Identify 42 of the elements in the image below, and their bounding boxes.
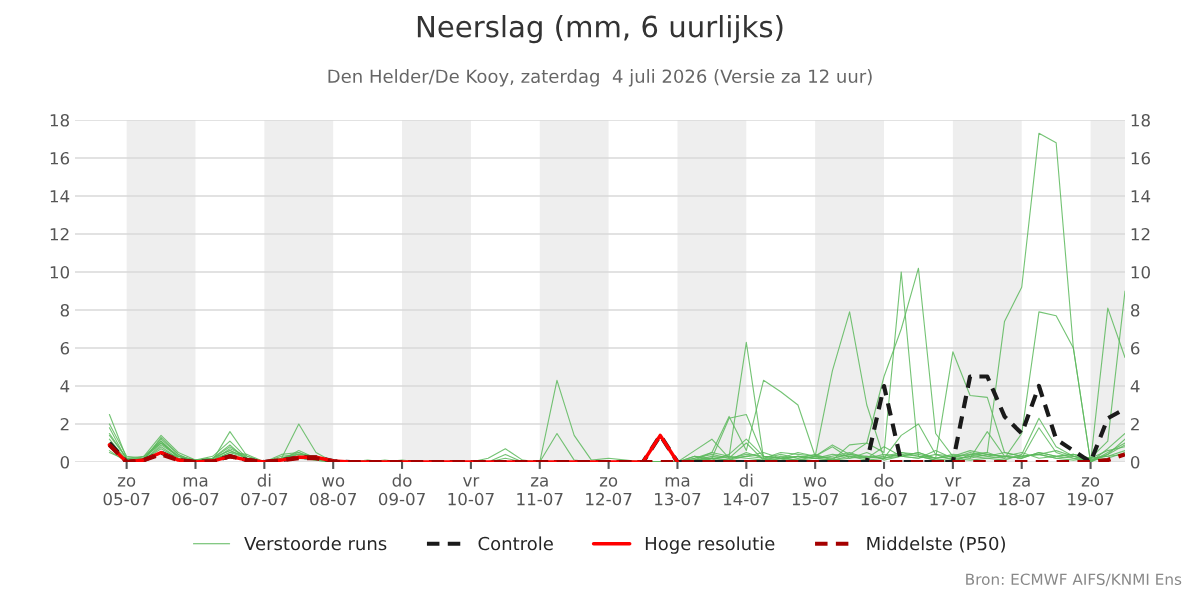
x-tick-label: zo 12-07 — [586, 477, 632, 506]
y2-tick-label: 14 — [1131, 190, 1151, 203]
y-tick-label: 14 — [50, 190, 70, 203]
x-tick-label: di 07-07 — [241, 473, 288, 506]
x-tick-label: do 09-07 — [378, 473, 425, 506]
y2-tick-label: 18 — [1131, 113, 1150, 127]
x-tick-label: za 11-07 — [517, 477, 563, 506]
legend-label: Hoge resolutie — [645, 536, 775, 554]
text: Bron: ECMWF AIFS/KNMI Ens — [966, 573, 1182, 587]
x-tick-label: ma 06-07 — [172, 477, 219, 506]
y-tick-label: 12 — [50, 227, 69, 241]
x-tick-label: vr 17-07 — [930, 477, 976, 506]
y2-tick-label: 4 — [1130, 380, 1140, 393]
x-tick-label: di 14-07 — [723, 473, 770, 506]
x-tick-label: ma 13-07 — [655, 477, 701, 506]
y2-tick-label: 10 — [1131, 265, 1150, 279]
chart-title: Neerslag (mm, 6 uurlijks) — [417, 15, 783, 44]
x-tick-label: vr 10-07 — [448, 477, 494, 506]
y-tick-label: 2 — [60, 417, 69, 431]
y-tick-label: 16 — [50, 151, 70, 165]
y-tick-label: 10 — [50, 265, 70, 279]
y2-tick-label: 16 — [1131, 151, 1151, 165]
chart-subtitle: Den Helder/De Kooy, zaterdag 4 juli 2026 (Versie za 12 uur) — [328, 69, 872, 87]
y2-tick-label: 6 — [1131, 341, 1140, 355]
x-tick-label: zo 05-07 — [103, 477, 150, 506]
x-tick-label: wo 15-07 — [792, 477, 838, 506]
y2-tick-label: 0 — [1130, 455, 1140, 469]
legend-label: Controle — [478, 536, 553, 551]
y2-tick-label: 2 — [1131, 417, 1139, 431]
legend-label: Middelste (P50) — [867, 536, 1005, 553]
x-tick-label: do 16-07 — [861, 473, 907, 506]
y2-tick-label: 8 — [1130, 303, 1140, 317]
x-tick-label: wo 08-07 — [310, 477, 356, 506]
y2-tick-label: 12 — [1131, 227, 1150, 241]
x-tick-label: zo 19-07 — [1068, 477, 1114, 506]
y-tick-label: 4 — [60, 380, 70, 393]
legend-label: Verstoorde runs — [244, 536, 387, 551]
y-tick-label: 8 — [60, 303, 69, 317]
x-tick-label: za 18-07 — [999, 477, 1045, 506]
y-tick-label: 18 — [50, 113, 69, 127]
y-tick-label: 6 — [60, 341, 70, 355]
y-tick-label: 0 — [60, 455, 70, 469]
